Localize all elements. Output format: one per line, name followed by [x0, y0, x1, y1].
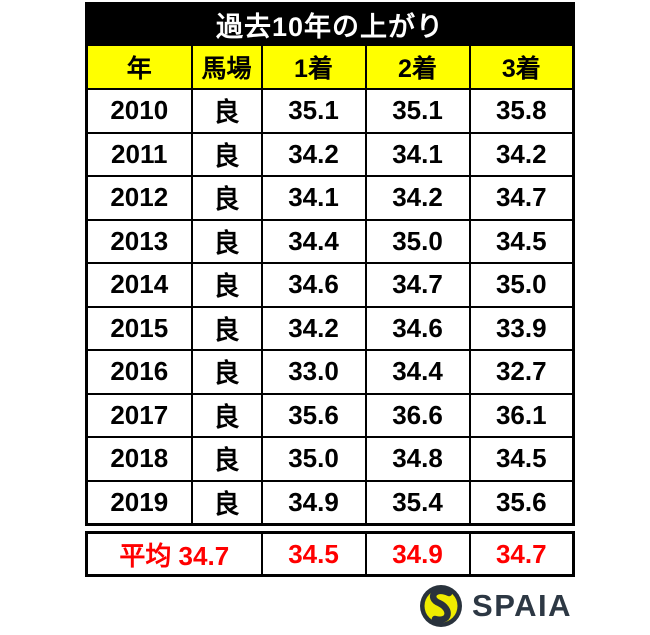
- average-label-cell: 平均 34.7: [85, 531, 263, 577]
- first-place-cell: 35.0: [260, 436, 367, 482]
- average-row-table: 平均 34.7 34.5 34.9 34.7: [85, 531, 575, 577]
- third-place-cell: 34.7: [468, 175, 575, 221]
- second-place-cell: 35.0: [364, 218, 471, 264]
- uphill-times-table: 過去10年の上がり 年 馬場 1着 2着 3着 2010 良 35.1 35.1…: [85, 2, 576, 526]
- table-row: 2012 良 34.1 34.2 34.7: [85, 175, 575, 221]
- table-row: 2017 良 35.6 36.6 36.1: [85, 392, 575, 438]
- track-cell: 良: [190, 305, 263, 351]
- year-cell: 2011: [85, 131, 193, 177]
- third-place-cell: 35.0: [468, 262, 575, 308]
- first-place-cell: 35.1: [260, 88, 367, 134]
- first-place-cell: 34.2: [260, 305, 367, 351]
- second-place-cell: 34.7: [364, 262, 471, 308]
- past-10-years-table: 過去10年の上がり 年 馬場 1着 2着 3着 2010 良 35.1 35.1…: [85, 2, 576, 577]
- year-cell: 2013: [85, 218, 193, 264]
- third-place-cell: 35.6: [468, 479, 575, 526]
- average-third-cell: 34.7: [468, 531, 575, 577]
- col-header-year: 年: [85, 44, 193, 90]
- spaia-logo-icon: [419, 584, 463, 628]
- col-header-track: 馬場: [190, 44, 263, 90]
- first-place-cell: 34.9: [260, 479, 367, 526]
- average-row: 平均 34.7 34.5 34.9 34.7: [85, 531, 575, 577]
- average-first-cell: 34.5: [260, 531, 367, 577]
- track-cell: 良: [190, 349, 263, 395]
- year-cell: 2018: [85, 436, 193, 482]
- third-place-cell: 33.9: [468, 305, 575, 351]
- col-header-first: 1着: [260, 44, 367, 90]
- third-place-cell: 34.2: [468, 131, 575, 177]
- year-cell: 2015: [85, 305, 193, 351]
- third-place-cell: 34.5: [468, 218, 575, 264]
- table-row: 2014 良 34.6 34.7 35.0: [85, 262, 575, 308]
- table-row: 2011 良 34.2 34.1 34.2: [85, 131, 575, 177]
- second-place-cell: 35.1: [364, 88, 471, 134]
- track-cell: 良: [190, 436, 263, 482]
- third-place-cell: 32.7: [468, 349, 575, 395]
- first-place-cell: 34.4: [260, 218, 367, 264]
- year-cell: 2012: [85, 175, 193, 221]
- first-place-cell: 35.6: [260, 392, 367, 438]
- col-header-third: 3着: [468, 44, 575, 90]
- second-place-cell: 34.8: [364, 436, 471, 482]
- year-cell: 2014: [85, 262, 193, 308]
- third-place-cell: 34.5: [468, 436, 575, 482]
- table-row: 2016 良 33.0 34.4 32.7: [85, 349, 575, 395]
- second-place-cell: 34.4: [364, 349, 471, 395]
- track-cell: 良: [190, 392, 263, 438]
- year-cell: 2016: [85, 349, 193, 395]
- year-cell: 2019: [85, 479, 193, 526]
- track-cell: 良: [190, 262, 263, 308]
- second-place-cell: 34.1: [364, 131, 471, 177]
- first-place-cell: 33.0: [260, 349, 367, 395]
- track-cell: 良: [190, 218, 263, 264]
- table-row: 2015 良 34.2 34.6 33.9: [85, 305, 575, 351]
- third-place-cell: 36.1: [468, 392, 575, 438]
- average-second-cell: 34.9: [364, 531, 471, 577]
- second-place-cell: 34.6: [364, 305, 471, 351]
- first-place-cell: 34.2: [260, 131, 367, 177]
- track-cell: 良: [190, 131, 263, 177]
- year-cell: 2010: [85, 88, 193, 134]
- title-row: 過去10年の上がり: [85, 2, 575, 46]
- track-cell: 良: [190, 88, 263, 134]
- brand-name: SPAIA: [472, 588, 572, 623]
- second-place-cell: 35.4: [364, 479, 471, 526]
- first-place-cell: 34.1: [260, 175, 367, 221]
- track-cell: 良: [190, 479, 263, 526]
- track-cell: 良: [190, 175, 263, 221]
- table-row: 2010 良 35.1 35.1 35.8: [85, 88, 575, 134]
- table-row: 2019 良 34.9 35.4 35.6: [85, 479, 575, 526]
- footer: SPAIA: [0, 584, 572, 628]
- second-place-cell: 36.6: [364, 392, 471, 438]
- header-row: 年 馬場 1着 2着 3着: [85, 44, 575, 90]
- table-row: 2013 良 34.4 35.0 34.5: [85, 218, 575, 264]
- first-place-cell: 34.6: [260, 262, 367, 308]
- col-header-second: 2着: [364, 44, 471, 90]
- second-place-cell: 34.2: [364, 175, 471, 221]
- table-title: 過去10年の上がり: [85, 2, 575, 46]
- year-cell: 2017: [85, 392, 193, 438]
- third-place-cell: 35.8: [468, 88, 575, 134]
- table-row: 2018 良 35.0 34.8 34.5: [85, 436, 575, 482]
